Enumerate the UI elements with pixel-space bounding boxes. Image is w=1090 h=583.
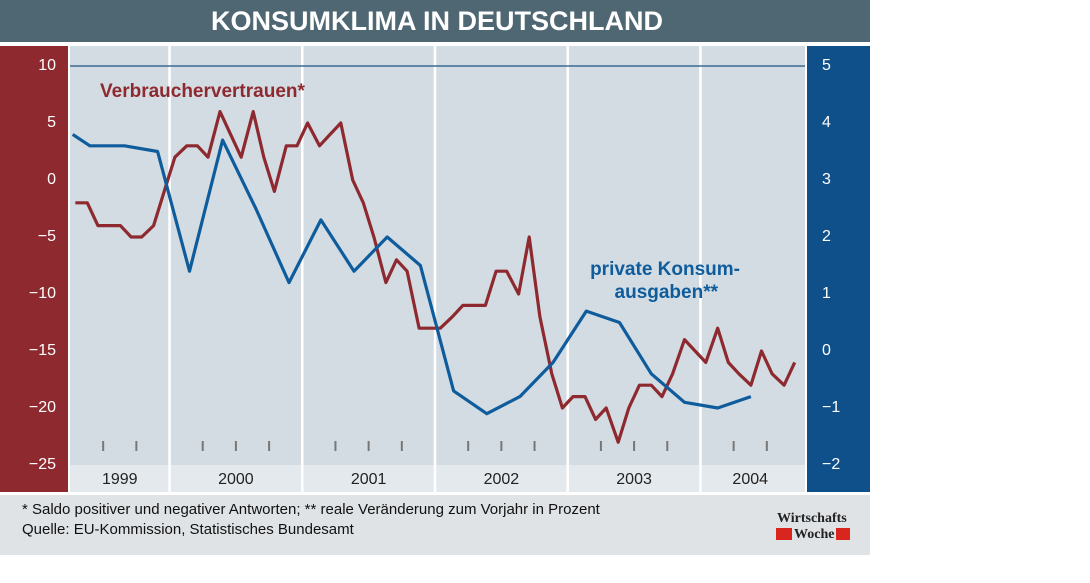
footnote: * Saldo positiver und negativer Antworte… — [22, 501, 601, 518]
y2-tick-label: 5 — [822, 57, 831, 74]
logo-block — [776, 528, 792, 540]
x-tick-label: 2004 — [732, 471, 768, 488]
footer — [0, 495, 870, 555]
series-label: Verbrauchervertrauen* — [100, 81, 305, 102]
series-label: private Konsum- — [590, 259, 740, 280]
y-tick-label: −10 — [29, 285, 56, 302]
right-axis-panel — [807, 46, 870, 492]
y-tick-label: −5 — [38, 228, 56, 245]
y2-tick-label: 2 — [822, 228, 831, 245]
title-bar — [0, 0, 870, 42]
left-axis-panel — [0, 46, 68, 492]
x-tick-label: 1999 — [102, 471, 138, 488]
x-tick-label: 2000 — [218, 471, 254, 488]
x-tick-label: 2001 — [351, 471, 387, 488]
y-tick-label: −15 — [29, 342, 56, 359]
chart-title: KONSUMKLIMA IN DEUTSCHLAND — [211, 6, 663, 36]
y2-tick-label: −2 — [822, 456, 840, 473]
x-tick-label: 2002 — [484, 471, 520, 488]
series-line — [75, 110, 797, 444]
y-tick-label: 0 — [47, 171, 56, 188]
year-strip — [70, 465, 805, 492]
logo-text: Wirtschafts — [777, 511, 847, 526]
y2-tick-label: −1 — [822, 399, 840, 416]
series-label: ausgaben** — [615, 282, 719, 303]
y2-tick-label: 1 — [822, 285, 831, 302]
x-tick-label: 2003 — [616, 471, 652, 488]
y2-tick-label: 0 — [822, 342, 831, 359]
source: Quelle: EU-Kommission, Statistisches Bun… — [22, 521, 355, 538]
y-tick-label: 10 — [38, 57, 56, 74]
y-tick-label: −20 — [29, 399, 56, 416]
y-tick-label: −25 — [29, 456, 56, 473]
plot-background — [70, 46, 805, 492]
y-tick-label: 5 — [47, 114, 56, 131]
logo-text: Woche — [794, 527, 834, 542]
logo-block — [836, 528, 850, 540]
y2-tick-label: 3 — [822, 171, 831, 188]
y2-tick-label: 4 — [822, 114, 831, 131]
series-line — [71, 133, 752, 416]
